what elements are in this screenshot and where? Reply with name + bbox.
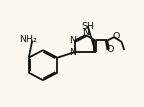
Text: N: N	[69, 36, 76, 45]
Text: O: O	[106, 45, 114, 54]
Text: O: O	[112, 32, 120, 41]
Text: NH₂: NH₂	[19, 35, 37, 44]
Text: N: N	[69, 48, 76, 57]
Text: N: N	[82, 28, 89, 37]
Text: SH: SH	[82, 22, 95, 31]
